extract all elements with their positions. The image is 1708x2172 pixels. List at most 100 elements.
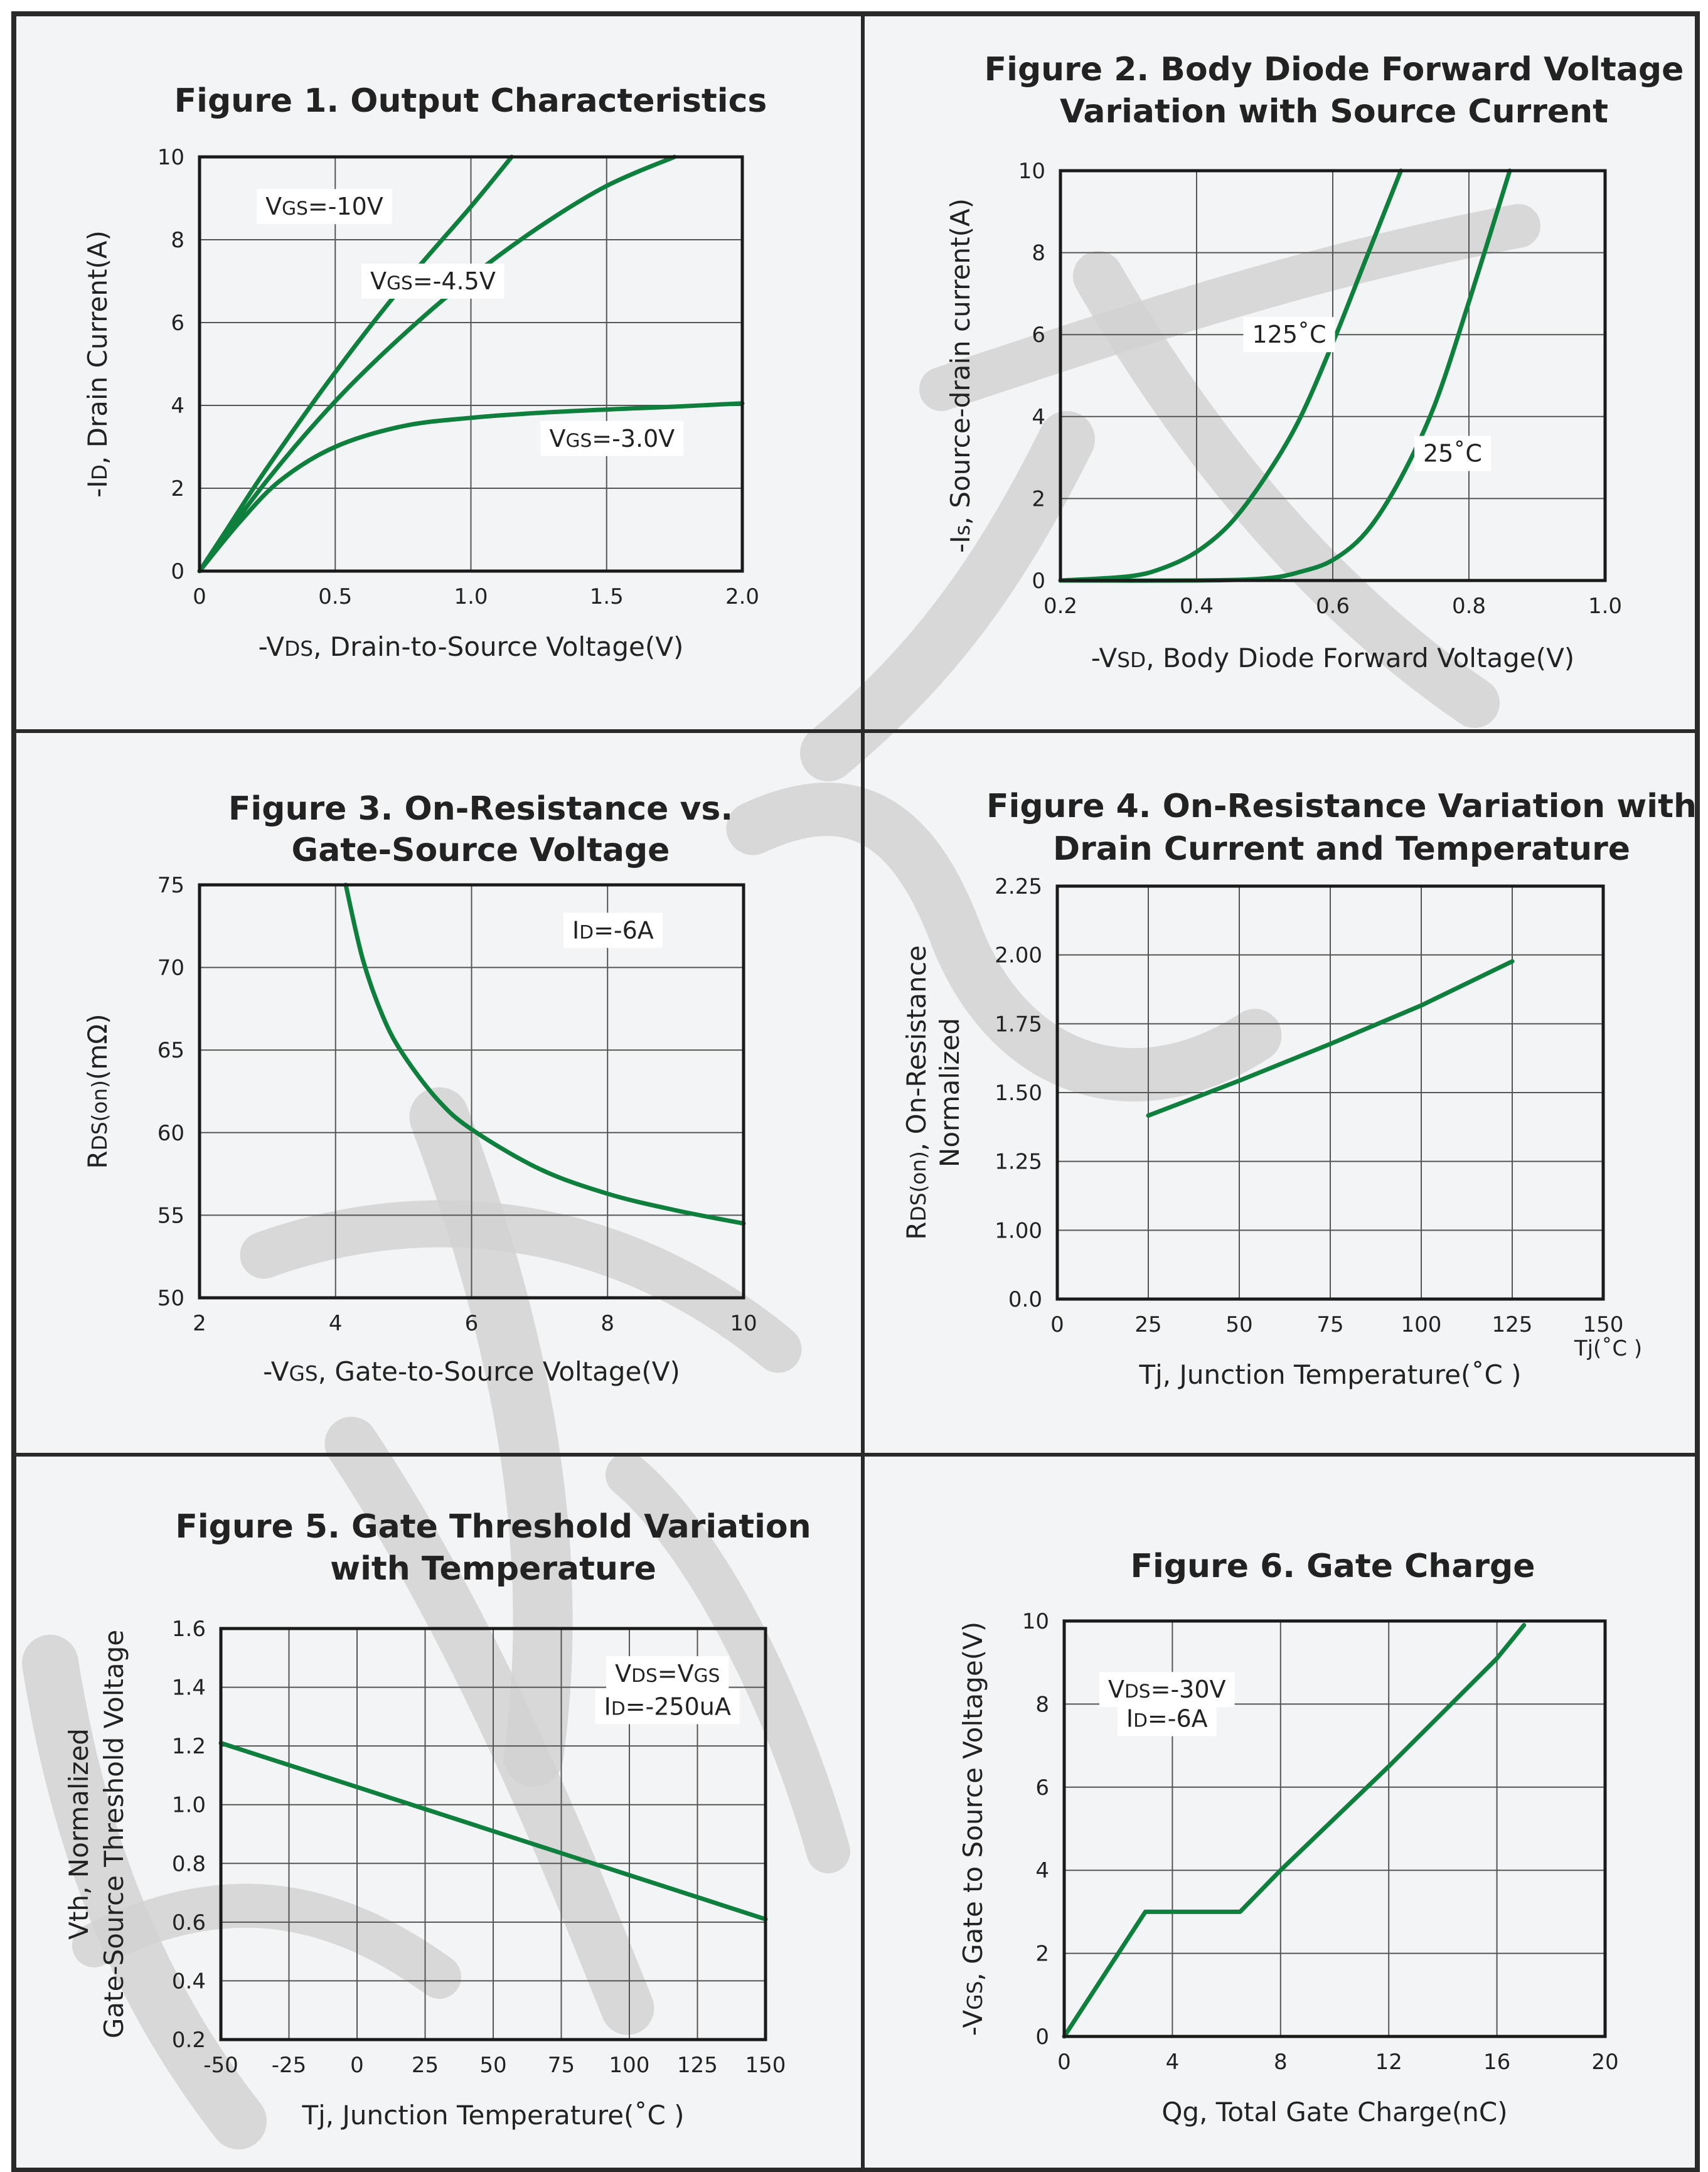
annotation-label: ID=-250uA: [604, 1693, 731, 1720]
x-tick-label: 12: [1375, 2050, 1402, 2075]
y-tick-label: 6: [1035, 1775, 1049, 1800]
series-line-1: [1146, 959, 1515, 1118]
x-tick-label: 6: [465, 1311, 479, 1336]
x-tick-label: 10: [730, 1311, 757, 1336]
x-tick-label: 125: [1492, 1312, 1533, 1337]
x-tick-label: 100: [1401, 1312, 1442, 1337]
y-axis-label: Normalized: [934, 1018, 965, 1167]
plot-frame: [1055, 884, 1605, 1301]
y-tick-label: 55: [157, 1203, 184, 1228]
watermark-stroke-4: [726, 783, 1282, 1102]
plot-frame: [1059, 169, 1607, 582]
chart-title-line: Drain Current and Temperature: [1053, 830, 1630, 868]
x-tick-label: 4: [1166, 2050, 1180, 2075]
chart-5: Figure 5. Gate Threshold Variation with T…: [63, 1508, 811, 2131]
y-tick-label: 1.0: [172, 1793, 206, 1818]
x-tick-label: 4: [329, 1311, 343, 1336]
y-tick-label: 4: [171, 393, 184, 419]
y-tick-label: 4: [1035, 1858, 1049, 1883]
y-tick-label: 75: [157, 873, 184, 898]
watermark: [22, 204, 1540, 2149]
watermark-stroke-7: [324, 1416, 654, 2035]
x-tick-label: -25: [272, 2053, 307, 2078]
x-tick-label: 100: [609, 2053, 650, 2078]
y-tick-label: 4: [1032, 405, 1045, 430]
x-tick-label: 20: [1591, 2050, 1618, 2075]
x-axis-label: Tj, Junction Temperature(˚C ): [301, 2100, 684, 2131]
annotation-box: [1414, 436, 1491, 471]
y-tick-label: 65: [157, 1038, 184, 1063]
y-tick-label: 1.4: [172, 1676, 206, 1701]
annotation-box: [595, 1689, 740, 1725]
y-tick-label: 50: [157, 1286, 184, 1311]
x-tick-label: 125: [677, 2053, 718, 2078]
y-tick-label: 8: [1032, 241, 1045, 266]
page-border: [11, 11, 1700, 2172]
y-tick-label: 2.25: [995, 874, 1042, 899]
x-tick-label: 75: [548, 2053, 575, 2078]
watermark-stroke-9: [22, 1635, 267, 2149]
y-tick-label: 0.8: [172, 1851, 206, 1876]
plot-frame: [198, 155, 744, 573]
x-tick-label: 50: [1225, 1312, 1252, 1337]
x-tick-label: 0.4: [1180, 594, 1214, 619]
watermark-stroke-3: [1073, 251, 1500, 728]
y-tick-label: 1.6: [172, 1617, 206, 1642]
x-axis-label: -VSD, Body Diode Forward Voltage(V): [1091, 643, 1574, 673]
charts: Figure 1. Output Characteristics 0 0.5 1.0 1…: [63, 51, 1697, 2131]
y-tick-label: 8: [171, 228, 184, 253]
x-tick-label: 150: [1583, 1312, 1624, 1337]
plot-frame: [1062, 1619, 1607, 2038]
y-tick-label: 2: [171, 476, 184, 501]
annotation-label: VGS=-3.0V: [550, 425, 675, 452]
x-tick-label: 0.6: [1316, 594, 1350, 619]
chart-1: Figure 1. Output Characteristics 0 0.5 1.0 1…: [82, 82, 767, 662]
chart-4: Figure 4. On-Resistance Variation with Dr…: [901, 788, 1697, 1390]
y-tick-label: 10: [157, 145, 184, 170]
plot-frame: [219, 1627, 767, 2041]
series-line-1: [218, 1741, 768, 1922]
annotation-box: [1243, 317, 1335, 353]
x-tick-label: 0.8: [1452, 594, 1486, 619]
series-line-1: [343, 882, 746, 1226]
watermark-stroke-6: [240, 1200, 802, 1373]
chart-title-line: Variation with Source Current: [1060, 93, 1608, 131]
x-tick-label: 150: [745, 2053, 786, 2078]
y-tick-label: 0.0: [1008, 1287, 1042, 1312]
x-tick-label: 0: [1057, 2050, 1071, 2075]
chart-title-line: Figure 1. Output Characteristics: [174, 82, 767, 120]
y-tick-label: 1.2: [172, 1734, 206, 1759]
watermark-stroke-1: [800, 411, 1095, 781]
x-tick-label: 25: [412, 2053, 439, 2078]
x-axis-label: Tj, Junction Temperature(˚C ): [1138, 1359, 1521, 1390]
x-tick-label: 0.5: [318, 584, 352, 609]
x-axis-unit-label: Tj(˚C ): [1574, 1336, 1642, 1361]
y-axis-label: RDS(on), On-Resistance: [901, 945, 932, 1239]
x-tick-label: 25: [1134, 1312, 1161, 1337]
panel-background-1: [14, 14, 863, 731]
y-tick-label: 70: [157, 956, 184, 981]
chart-title-line: Figure 3. On-Resistance vs.: [228, 790, 733, 828]
annotation-label: VGS=-4.5V: [370, 267, 496, 295]
y-axis-label: Gate-Source Threshold Voltage: [99, 1630, 129, 2038]
series-line-2: [197, 154, 677, 574]
y-tick-label: 6: [1032, 323, 1045, 348]
y-axis-label: RDS(on)(mΩ): [82, 1014, 113, 1169]
series-line-1: [1062, 1623, 1527, 2039]
x-tick-label: 0: [193, 584, 206, 609]
x-axis-label: -VDS, Drain-to-Source Voltage(V): [259, 631, 684, 662]
x-axis-label: Qg, Total Gate Charge(nC): [1161, 2097, 1507, 2127]
x-tick-label: 0: [350, 2053, 364, 2078]
x-axis-label: -VGS, Gate-to-Source Voltage(V): [263, 1356, 680, 1387]
x-tick-label: 1.0: [454, 584, 488, 609]
watermark-stroke-2: [919, 204, 1540, 411]
annotation-label: ID=-6A: [1126, 1705, 1208, 1733]
x-tick-label: 0: [1050, 1312, 1064, 1337]
y-tick-label: 0: [1032, 569, 1045, 594]
annotation-box: [361, 264, 504, 299]
chart-3: Figure 3. On-Resistance vs. Gate-Source V…: [82, 790, 757, 1387]
annotation-label: VDS=-30V: [1108, 1676, 1226, 1703]
x-tick-label: -50: [203, 2053, 238, 2078]
y-tick-label: 10: [1018, 159, 1045, 184]
